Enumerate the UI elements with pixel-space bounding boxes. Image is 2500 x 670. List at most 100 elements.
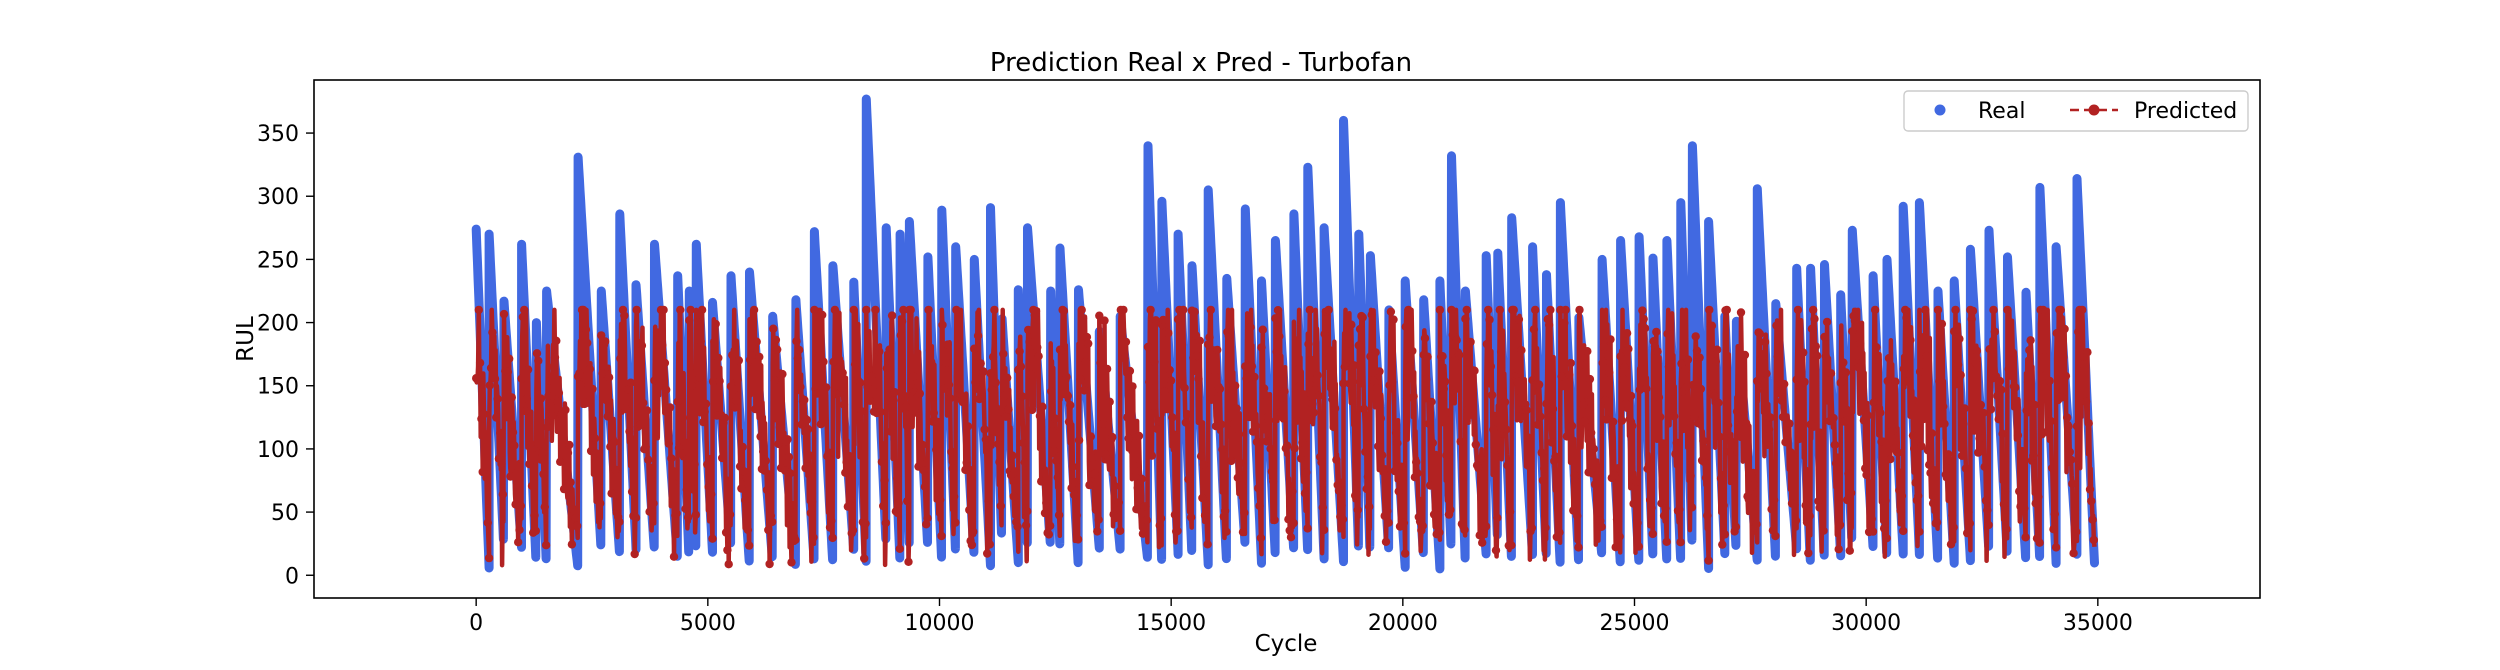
predicted-point — [584, 398, 593, 407]
predicted-point — [1758, 352, 1767, 361]
predicted-point — [984, 496, 993, 506]
predicted-point — [1527, 523, 1537, 533]
predicted-point — [809, 533, 818, 542]
predicted-point — [848, 526, 858, 535]
predicted-point — [1042, 498, 1051, 508]
predicted-point — [996, 501, 1005, 511]
predicted-point — [1149, 401, 1158, 411]
predicted-point — [1632, 477, 1641, 486]
predicted-point — [1491, 546, 1501, 555]
predicted-point — [2070, 505, 2080, 515]
y-tick-label: 200 — [257, 312, 299, 337]
predicted-point — [1907, 397, 1916, 407]
predicted-point — [1626, 391, 1636, 401]
predicted-point — [923, 514, 932, 523]
predicted-point — [1727, 453, 1737, 462]
predicted-point — [1658, 439, 1668, 448]
predicted-point — [1906, 335, 1915, 345]
legend-real-label: Real — [1978, 99, 2025, 124]
predicted-point — [1294, 364, 1303, 374]
predicted-point — [601, 337, 610, 346]
predicted-point — [680, 437, 689, 447]
predicted-point — [1685, 440, 1694, 449]
predicted-point — [1377, 451, 1387, 460]
predicted-point — [632, 305, 641, 315]
predicted-point — [1218, 445, 1227, 454]
predicted-point — [631, 513, 641, 522]
predicted-point — [1696, 384, 1706, 394]
predicted-point — [1471, 440, 1481, 449]
predicted-point — [1760, 337, 1770, 347]
predicted-point — [800, 395, 809, 405]
predicted-point — [1896, 506, 1905, 515]
predicted-point — [1295, 382, 1305, 391]
predicted-point — [1124, 434, 1133, 443]
predicted-point — [890, 388, 899, 397]
predicted-point — [1976, 400, 1986, 410]
predicted-point — [1375, 367, 1384, 376]
predicted-point — [805, 451, 814, 460]
predicted-point — [473, 375, 482, 384]
predicted-point — [864, 365, 874, 374]
predicted-point — [1843, 495, 1852, 505]
predicted-point — [1790, 500, 1799, 509]
predicted-point — [1317, 458, 1326, 467]
predicted-point — [510, 441, 519, 450]
predicted-point — [2040, 353, 2049, 362]
predicted-point — [894, 498, 903, 508]
predicted-point — [525, 459, 534, 469]
predicted-point — [482, 473, 491, 482]
predicted-point — [1494, 416, 1503, 425]
predicted-point — [867, 372, 876, 381]
predicted-point — [1593, 470, 1602, 479]
predicted-point — [1495, 305, 1505, 315]
predicted-point — [1481, 522, 1491, 531]
predicted-point — [933, 417, 942, 427]
predicted-point — [897, 317, 907, 326]
predicted-point — [590, 434, 600, 443]
predicted-point — [1990, 327, 2000, 336]
predicted-point — [1423, 352, 1432, 361]
predicted-point — [1523, 433, 1533, 442]
predicted-point — [1541, 523, 1550, 532]
predicted-point — [493, 394, 502, 404]
predicted-point — [1822, 317, 1832, 327]
predicted-point — [794, 345, 804, 355]
predicted-point — [715, 376, 724, 386]
predicted-point — [1442, 451, 1451, 460]
predicted-point — [507, 393, 516, 402]
predicted-point — [648, 508, 657, 517]
predicted-point — [1690, 412, 1699, 421]
predicted-point — [985, 540, 994, 549]
predicted-point — [1773, 352, 1783, 361]
predicted-point — [1324, 305, 1333, 315]
predicted-point — [861, 519, 870, 528]
predicted-point — [1397, 462, 1406, 471]
predicted-point — [2004, 364, 2014, 374]
predicted-point — [1579, 400, 1588, 409]
predicted-point — [1090, 469, 1099, 479]
predicted-point — [1826, 369, 1836, 378]
predicted-point — [1485, 315, 1494, 324]
predicted-point — [1348, 377, 1357, 386]
predicted-point — [1654, 393, 1664, 402]
predicted-point — [1774, 389, 1784, 398]
predicted-point — [2012, 402, 2021, 412]
predicted-point — [1305, 305, 1315, 315]
predicted-point — [1723, 421, 1733, 430]
predicted-point — [1622, 329, 1632, 338]
predicted-point — [1633, 518, 1642, 528]
predicted-point — [991, 378, 1000, 387]
predicted-point — [1692, 346, 1702, 355]
predicted-point — [1146, 305, 1155, 315]
predicted-point — [1383, 506, 1392, 516]
predicted-point — [973, 331, 983, 340]
predicted-point — [1368, 368, 1378, 377]
predicted-point — [2060, 324, 2069, 334]
predicted-point — [1777, 396, 1786, 405]
predicted-point — [1370, 377, 1379, 387]
predicted-point — [1474, 463, 1483, 473]
y-tick-label: 0 — [285, 564, 299, 589]
predicted-point — [1780, 379, 1789, 389]
predicted-point — [1904, 362, 1914, 372]
